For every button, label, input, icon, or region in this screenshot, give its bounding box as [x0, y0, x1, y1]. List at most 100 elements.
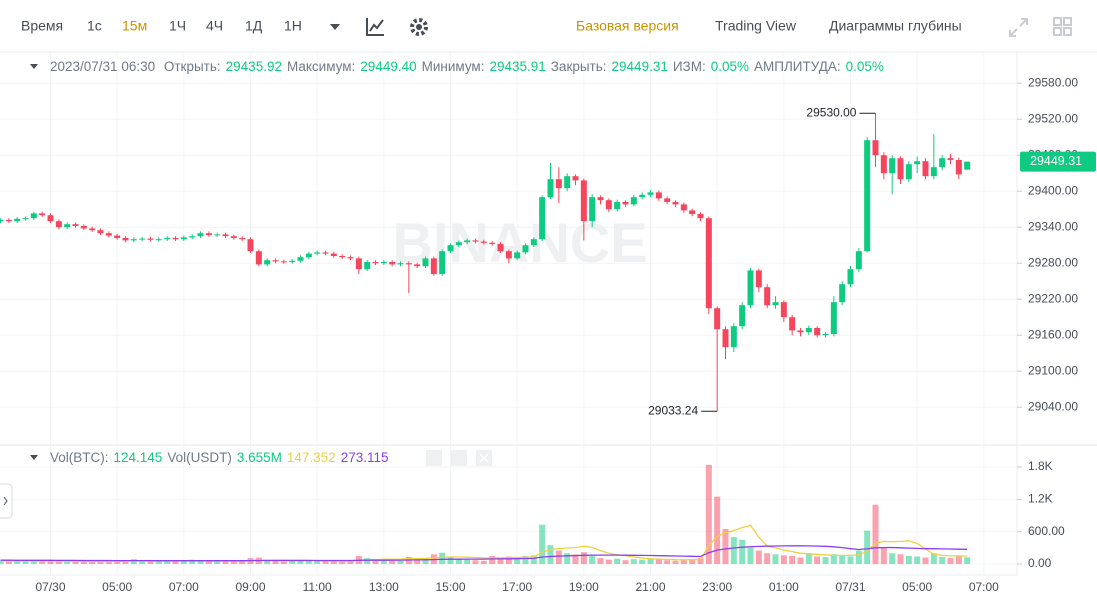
dropdown-icon[interactable] [330, 24, 340, 30]
volume-bar [272, 561, 279, 565]
volume-bar [0, 560, 4, 565]
volume-bar [197, 560, 204, 565]
candle-body [455, 242, 462, 246]
candle-body [64, 224, 71, 228]
interval-button[interactable]: 1Д [245, 18, 263, 34]
x-tick-label: 19:00 [569, 580, 599, 594]
volume-bar [97, 561, 104, 565]
x-tick-label: 07:00 [169, 580, 199, 594]
candle-body [122, 238, 129, 241]
candle-body [755, 270, 762, 288]
candle-body [647, 192, 654, 195]
y-tick-label: 0.00 [1028, 556, 1052, 570]
candle-body [72, 224, 79, 226]
view-button[interactable]: Trading View [715, 18, 797, 34]
candle-body [22, 218, 29, 220]
candle-body [814, 328, 821, 336]
volume-bar [89, 561, 96, 565]
y-tick-label: 29220.00 [1028, 291, 1078, 305]
y-tick-label: 29280.00 [1028, 255, 1078, 269]
volume-bar [830, 554, 837, 565]
candle-body [680, 204, 687, 211]
x-tick-label: 23:00 [702, 580, 732, 594]
info-value: 29435.92 [225, 59, 282, 74]
collapse-icon[interactable] [30, 64, 38, 69]
candle-body [89, 228, 96, 231]
volume-bar [697, 558, 704, 565]
candle-body [239, 238, 246, 240]
candle-body [880, 155, 887, 174]
interval-button[interactable]: 1Ч [169, 18, 186, 34]
volume-bar [622, 560, 629, 565]
volume-bar [880, 547, 887, 565]
candle-body [889, 158, 896, 174]
volume-bar [305, 559, 312, 565]
view-button[interactable]: Диаграммы глубины [829, 18, 962, 34]
volume-bar [339, 561, 346, 565]
interval-button[interactable]: 1Н [284, 18, 302, 34]
candle-body [205, 233, 212, 235]
candle-body [722, 329, 729, 348]
side-toggle[interactable] [0, 483, 13, 519]
candle-body [430, 258, 437, 274]
volume-bar [630, 559, 637, 565]
view-button[interactable]: Базовая версия [576, 18, 679, 34]
candle-body [297, 257, 304, 261]
volume-bar [264, 560, 271, 565]
candle-body [214, 234, 221, 236]
volume-bar [714, 496, 721, 565]
interval-button[interactable]: Время [21, 18, 63, 34]
candle-body [480, 241, 487, 243]
collapse-icon[interactable] [30, 455, 38, 460]
volume-bar [380, 560, 387, 565]
candle-body [130, 239, 137, 241]
candle-body [280, 261, 287, 263]
candle-body [347, 257, 354, 259]
candle-body [597, 197, 604, 201]
candle-body [222, 234, 229, 237]
layout-icon[interactable] [1053, 17, 1072, 36]
ma-line [0, 545, 968, 562]
candle-body [305, 253, 312, 258]
candle-body [855, 251, 862, 270]
volume-legend-icons[interactable] [426, 450, 492, 466]
settings-icon[interactable] [410, 18, 428, 36]
candle-body [97, 230, 104, 234]
candle-body [322, 252, 329, 254]
interval-button[interactable]: 4Ч [206, 18, 223, 34]
interval-button[interactable]: 1с [87, 18, 102, 34]
volume-bar [847, 556, 854, 565]
volume-bar [739, 539, 746, 565]
side-toggle-icon [3, 496, 8, 506]
candle-body [947, 158, 954, 160]
candle-body [664, 198, 671, 202]
volume-bar [64, 561, 71, 565]
x-tick-label: 05:00 [902, 580, 932, 594]
indicator-icon[interactable] [366, 18, 384, 36]
volume-bar [639, 559, 646, 565]
x-tick-label: 07/31 [835, 580, 865, 594]
candle-body [80, 226, 87, 229]
candle-body [622, 202, 629, 205]
volume-bar [597, 558, 604, 565]
candle-body [922, 161, 929, 177]
volume-bar [705, 464, 712, 565]
candle-body [630, 197, 637, 205]
volume-bar [489, 555, 496, 565]
volume-bar [572, 554, 579, 565]
volume-bar [472, 560, 479, 565]
volume-bar [839, 555, 846, 565]
settings-icon-center [416, 24, 422, 30]
interval-button[interactable]: 15м [122, 18, 147, 34]
candle-body [639, 194, 646, 198]
volume-bar [889, 553, 896, 565]
volume-bar [964, 557, 971, 565]
x-tick-label: 15:00 [435, 580, 465, 594]
y-tick-label: 29520.00 [1028, 111, 1078, 125]
candle-body [939, 158, 946, 168]
volume-bar [655, 559, 662, 565]
candle-body [589, 197, 596, 222]
volume-bar [897, 554, 904, 565]
fullscreen-icon[interactable] [1009, 18, 1028, 37]
volume-bar [672, 560, 679, 565]
